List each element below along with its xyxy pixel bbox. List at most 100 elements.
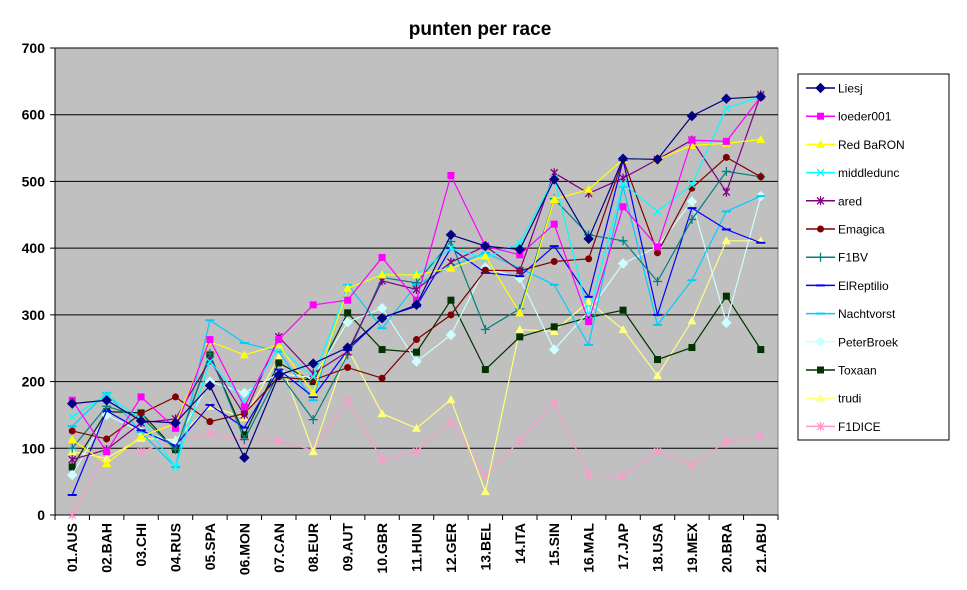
data-point-red-baron	[102, 459, 112, 468]
y-tick-label: 0	[37, 507, 45, 523]
data-point-red-baron	[756, 134, 766, 143]
data-point-toxaan	[654, 356, 661, 364]
data-point-peterbroek	[549, 344, 560, 355]
data-point-ared	[515, 266, 524, 276]
data-point-emagica	[68, 427, 76, 435]
legend-entry-peterbroek: PeterBroek	[806, 335, 899, 349]
legend-marker	[816, 252, 825, 262]
legend-entry-emagica: Emagica	[806, 223, 885, 237]
series-liesj	[67, 91, 766, 463]
data-point-f1bv	[239, 435, 249, 445]
legend-label: PeterBroek	[838, 335, 899, 349]
legend-entry-toxaan: Toxaan	[806, 364, 877, 378]
data-point-ared	[722, 187, 731, 197]
data-point-peterbroek	[686, 196, 698, 207]
data-point-middledunc	[68, 412, 77, 421]
data-point-toxaan	[344, 309, 352, 317]
legend-entry-loeder001: loeder001	[806, 110, 892, 124]
data-point-toxaan	[275, 359, 283, 367]
data-point-loeder001	[275, 336, 283, 344]
legend-marker	[817, 225, 824, 233]
data-point-liesj	[583, 233, 594, 245]
legend-marker	[815, 336, 826, 348]
data-point-loeder001	[172, 424, 179, 432]
data-point-trudi	[549, 327, 559, 336]
data-point-f1bv	[308, 415, 318, 425]
data-point-f1dice	[653, 447, 662, 457]
data-point-f1dice	[412, 447, 421, 457]
data-point-toxaan	[413, 348, 420, 356]
x-tick-label: 05.SPA	[202, 523, 218, 570]
data-point-emagica	[722, 153, 730, 161]
data-point-toxaan	[550, 323, 558, 331]
y-axis: 0 100 200 300 400 500 600 700	[22, 40, 778, 523]
data-point-middledunc	[171, 463, 180, 471]
data-point-liesj	[721, 93, 732, 104]
y-tick-label: 600	[22, 107, 46, 123]
data-point-f1bv	[67, 443, 77, 453]
data-point-f1bv	[687, 214, 697, 224]
legend-label: F1DICE	[838, 420, 881, 434]
legend-marker	[816, 168, 825, 177]
data-point-emagica	[206, 418, 214, 426]
x-tick-label: 21.ABU	[753, 523, 769, 573]
data-point-middledunc	[446, 244, 455, 253]
data-point-liesj	[686, 110, 698, 122]
data-point-emagica	[447, 311, 455, 319]
data-point-emagica	[757, 173, 765, 181]
y-tick-label: 500	[22, 173, 46, 189]
data-point-loeder001	[206, 336, 214, 344]
data-point-loeder001	[447, 171, 455, 179]
data-point-loeder001	[516, 251, 524, 259]
data-point-middledunc	[309, 372, 318, 381]
data-point-liesj	[170, 417, 181, 429]
data-point-f1bv	[618, 236, 628, 246]
legend-entry-f1dice: F1DICE	[806, 420, 881, 434]
data-point-trudi	[274, 353, 284, 362]
legend-marker	[816, 139, 825, 148]
data-point-f1bv	[480, 325, 490, 335]
legend-label: Toxaan	[838, 364, 877, 378]
legend-entry-elreptilio: ElReptilio	[806, 279, 889, 293]
legend-marker	[817, 112, 824, 120]
data-point-loeder001	[103, 448, 111, 456]
y-tick-label: 700	[22, 40, 46, 56]
data-point-trudi	[412, 423, 421, 432]
data-point-loeder001	[654, 243, 661, 251]
data-point-toxaan	[688, 344, 696, 352]
data-point-loeder001	[585, 318, 593, 326]
data-point-toxaan	[481, 366, 489, 374]
series-lines	[67, 90, 766, 520]
data-point-f1dice	[687, 460, 696, 470]
data-point-trudi	[721, 236, 731, 245]
data-point-loeder001	[722, 137, 730, 145]
legend-label: F1BV	[838, 251, 868, 265]
data-point-emagica	[481, 266, 489, 274]
legend-marker	[816, 196, 825, 206]
x-tick-label: 06.MON	[236, 523, 252, 575]
data-point-f1dice	[137, 447, 146, 457]
legend: Liesj loeder001 Red BaRON middledunc ared Ema…	[797, 73, 950, 441]
data-point-red-baron	[412, 270, 421, 279]
x-tick-label: 11.HUN	[409, 523, 425, 572]
data-point-emagica	[413, 336, 420, 344]
data-point-loeder001	[137, 393, 145, 401]
data-point-trudi	[480, 487, 490, 496]
data-point-liesj	[514, 244, 525, 255]
legend-entry-middledunc: middledunc	[806, 166, 899, 180]
data-point-middledunc	[722, 104, 731, 113]
data-point-middledunc	[619, 179, 628, 188]
data-point-trudi	[446, 395, 456, 404]
data-point-f1dice	[274, 436, 283, 446]
legend-marker	[816, 393, 825, 402]
x-tick-label: 20.BRA	[718, 523, 734, 573]
data-point-loeder001	[344, 296, 352, 304]
data-point-liesj	[67, 398, 78, 409]
x-tick-label: 07.CAN	[271, 523, 287, 573]
data-point-f1dice	[68, 510, 77, 520]
data-point-ared	[68, 455, 77, 465]
y-tick-label: 200	[22, 374, 46, 390]
data-point-toxaan	[378, 346, 386, 354]
data-point-middledunc	[205, 357, 214, 366]
data-point-f1dice	[756, 431, 765, 441]
